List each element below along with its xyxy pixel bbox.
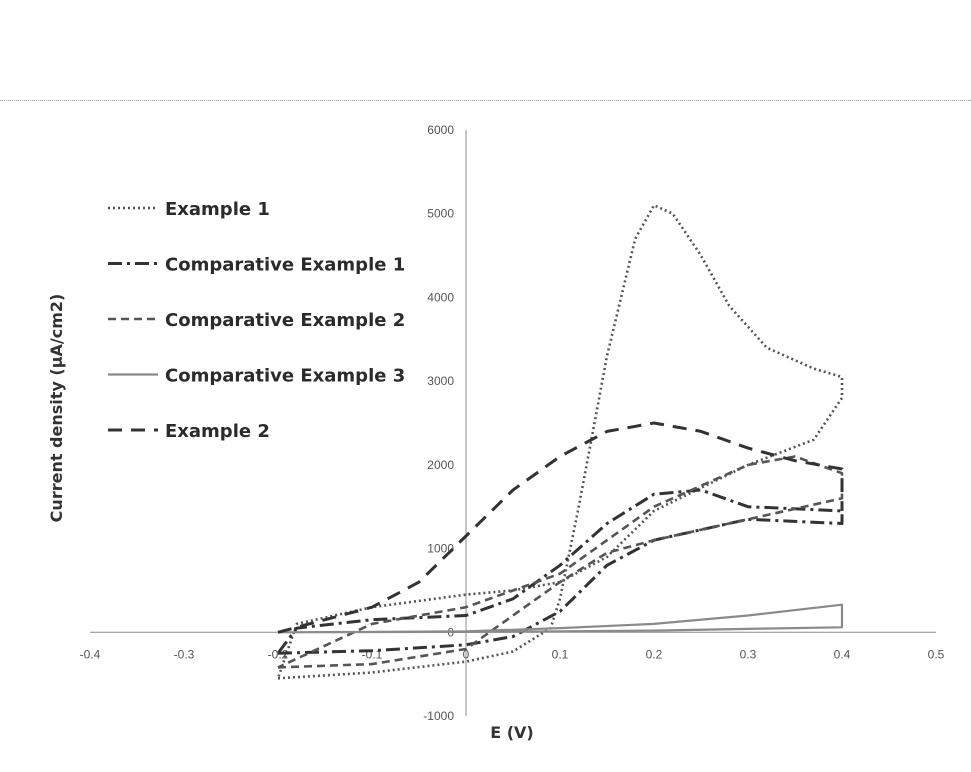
x-tick-label: -0.3 — [174, 647, 195, 661]
legend-label: Comparative Example 2 — [165, 310, 405, 331]
legend: Example 1 Comparative Example 1 Comparativ… — [108, 199, 405, 442]
legend-label: Example 1 — [165, 199, 270, 220]
legend-label: Comparative Example 1 — [165, 255, 405, 276]
y-tick-label: 6000 — [427, 123, 454, 137]
x-tick-label: -0.4 — [80, 647, 101, 661]
y-tick-label: 3000 — [427, 374, 454, 388]
y-tick-label: -1000 — [423, 709, 454, 723]
series-layer — [278, 205, 842, 678]
series-line-1 — [278, 205, 842, 678]
x-tick-label: 0.3 — [740, 647, 757, 661]
x-tick-label: 0.5 — [928, 647, 945, 661]
y-axis-title: Current density (μA/cm2) — [47, 294, 66, 523]
series-line-3 — [278, 457, 842, 668]
legend-label: Comparative Example 3 — [165, 366, 405, 387]
x-tick-labels: -0.4-0.3-0.2-0.100.10.20.30.40.5 — [80, 647, 945, 661]
series-line-5 — [278, 423, 842, 632]
x-axis-title: E (V) — [490, 723, 534, 742]
x-tick-label: 0.2 — [646, 647, 663, 661]
y-tick-label: 4000 — [427, 290, 454, 304]
y-tick-label: 2000 — [427, 458, 454, 472]
x-tick-label: 0.1 — [552, 647, 569, 661]
x-tick-label: 0.4 — [834, 647, 851, 661]
legend-label: Example 2 — [165, 421, 270, 442]
y-tick-label: 5000 — [427, 207, 454, 221]
